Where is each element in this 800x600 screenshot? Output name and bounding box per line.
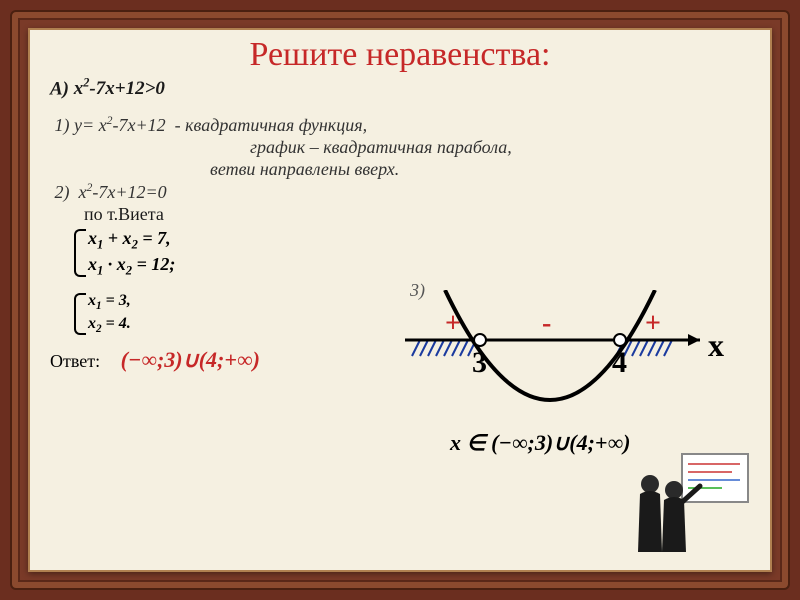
classroom-illustration [622,452,752,552]
sign-plus-right: + [645,308,661,339]
answer-value: (−∞;3)∪(4;+∞) [121,347,260,372]
solution-range: x ∈ (−∞;3)∪(4;+∞) [450,430,630,456]
slide-panel: Решите неравенства: А) x2-7x+12>0 1) y= … [28,28,772,572]
step-1-desc3: ветви направлены вверх. [210,159,750,180]
axis-x-label: х [708,327,724,363]
step-1: 1) y= x2-7x+12 - квадратичная функция, [50,114,750,136]
page-title: Решите неравенства: [50,36,750,74]
vieta-label: по т.Виета [84,204,750,225]
step-1-desc2: график – квадратичная парабола, [250,137,750,158]
root-3: 3 [472,346,487,379]
vieta-system: x1 + x2 = 7, x1 · x2 = 12; [70,227,750,279]
sign-plus-left: + [445,308,461,339]
step-2: 2) x2-7x+12=0 [50,181,750,203]
root-4: 4 [612,346,627,379]
problem-statement: А) x2-7x+12>0 [50,76,750,100]
step-3-label: 3) [410,280,425,301]
sign-minus: - [542,308,551,339]
decorative-frame: Решите неравенства: А) x2-7x+12>0 1) y= … [12,12,788,588]
graph-svg: + - + 3 4 х [390,290,740,430]
